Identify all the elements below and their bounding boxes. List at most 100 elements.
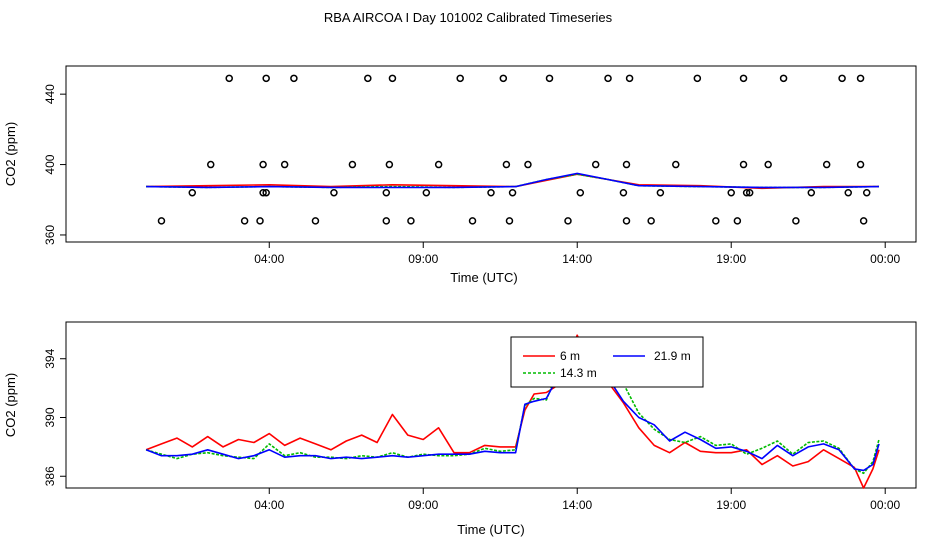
calibration-point — [619, 188, 628, 197]
x-tick-label: 14:00 — [562, 498, 592, 512]
bottom-series-group — [145, 334, 880, 489]
y-tick-label: 386 — [43, 466, 57, 486]
x-tick-label: 19:00 — [716, 252, 746, 266]
calibration-point — [524, 160, 532, 169]
calibration-point — [792, 217, 800, 225]
calibration-point — [859, 217, 868, 225]
bottom-x-axis: 04:00 09:00 14:00 19:00 00:00 — [254, 488, 901, 512]
bottom-y-axis-label: CO2 (ppm) — [3, 373, 18, 437]
x-tick-label: 09:00 — [408, 498, 438, 512]
calibration-point — [822, 160, 831, 169]
y-tick-label: 390 — [43, 407, 57, 427]
x-tick-label: 00:00 — [870, 498, 900, 512]
calibration-point — [625, 74, 634, 83]
calibration-point — [456, 74, 464, 83]
bottom-y-axis: 386 390 394 — [43, 348, 66, 486]
calibration-point — [487, 188, 495, 197]
calibration-point — [856, 74, 865, 83]
calibration-point — [385, 160, 394, 169]
calibration-point — [656, 188, 665, 197]
x-tick-label: 19:00 — [716, 498, 746, 512]
calibration-point — [364, 74, 372, 83]
top-y-axis-label: CO2 (ppm) — [3, 122, 18, 186]
y-tick-label: 394 — [43, 348, 57, 368]
calibration-point — [712, 217, 720, 225]
calibration-point — [564, 217, 572, 225]
calibration-point — [262, 74, 270, 83]
calibration-point — [604, 74, 612, 83]
legend-box — [510, 336, 704, 388]
calibration-point — [348, 160, 357, 169]
chart-title: RBA AIRCOA I Day 101002 Calibrated Times… — [324, 10, 613, 25]
calibration-point — [844, 188, 852, 197]
calibration-point — [290, 74, 298, 83]
calibration-point — [330, 188, 338, 197]
calibration-point — [262, 188, 270, 197]
top-y-axis: 360 400 440 — [43, 84, 66, 245]
legend-label-6m: 6 m — [560, 349, 580, 363]
calibration-point — [591, 160, 600, 169]
calibration-point — [157, 217, 166, 225]
legend-label-14-3m: 14.3 m — [560, 366, 597, 380]
calibration-point — [499, 74, 508, 83]
calibration-point — [764, 160, 772, 169]
calibration-point — [545, 74, 554, 83]
top-panel: 04:00 09:00 14:00 19:00 00:00 360 400 440 Time… — [3, 65, 917, 285]
x-tick-label: 00:00 — [870, 252, 900, 266]
top-series-group — [146, 74, 880, 225]
calibration-point — [256, 217, 264, 225]
calibration-point — [807, 188, 816, 197]
calibration-point — [838, 74, 846, 83]
calibration-point — [407, 217, 415, 225]
calibration-point — [779, 74, 788, 83]
calibration-point — [733, 217, 742, 225]
calibration-point — [240, 217, 249, 225]
top-plot-frame — [65, 65, 917, 243]
calibration-point — [862, 188, 871, 197]
calibration-point — [382, 188, 391, 197]
calibration-point — [468, 217, 477, 225]
top-x-axis: 04:00 09:00 14:00 19:00 00:00 — [254, 242, 901, 266]
series-line-21-9-m — [146, 172, 880, 189]
legend-label-21-9m: 21.9 m — [654, 349, 691, 363]
calibration-point — [382, 217, 391, 225]
calibration-point — [434, 160, 443, 169]
calibration-point — [856, 160, 865, 169]
calibration-point — [647, 217, 655, 225]
calibration-point — [505, 217, 514, 225]
y-tick-label: 360 — [43, 225, 57, 245]
calibration-point — [259, 188, 267, 197]
calibration-point — [576, 188, 585, 197]
calibration-point — [206, 160, 215, 169]
calibration-point — [225, 74, 233, 83]
x-tick-label: 04:00 — [254, 498, 284, 512]
calibration-point — [727, 188, 735, 197]
bottom-x-axis-label: Time (UTC) — [457, 522, 524, 537]
x-tick-label: 04:00 — [254, 252, 284, 266]
calibration-point — [311, 217, 320, 225]
series-line-14-3-m — [145, 343, 880, 475]
calibration-point — [739, 74, 748, 83]
calibration-point — [259, 160, 267, 169]
bottom-panel: 04:00 09:00 14:00 19:00 00:00 386 390 394 Time… — [3, 321, 917, 537]
calibration-point — [422, 188, 431, 197]
calibration-point — [280, 160, 289, 169]
calibration-point — [672, 160, 680, 169]
legend: 6 m 14.3 m 21.9 m — [510, 336, 704, 388]
calibration-point — [508, 188, 517, 197]
calibration-point — [388, 74, 397, 83]
bottom-plot-frame — [65, 321, 917, 489]
y-tick-label: 400 — [43, 154, 57, 174]
calibration-point — [739, 160, 748, 169]
calibration-point — [745, 188, 754, 197]
series-line-21-9-m — [145, 338, 880, 472]
calibration-point — [622, 160, 631, 169]
x-tick-label: 14:00 — [562, 252, 592, 266]
calibration-point — [188, 188, 197, 197]
top-x-axis-label: Time (UTC) — [450, 270, 517, 285]
x-tick-label: 09:00 — [408, 252, 438, 266]
calibration-point — [742, 188, 751, 197]
calibration-point — [622, 217, 631, 225]
